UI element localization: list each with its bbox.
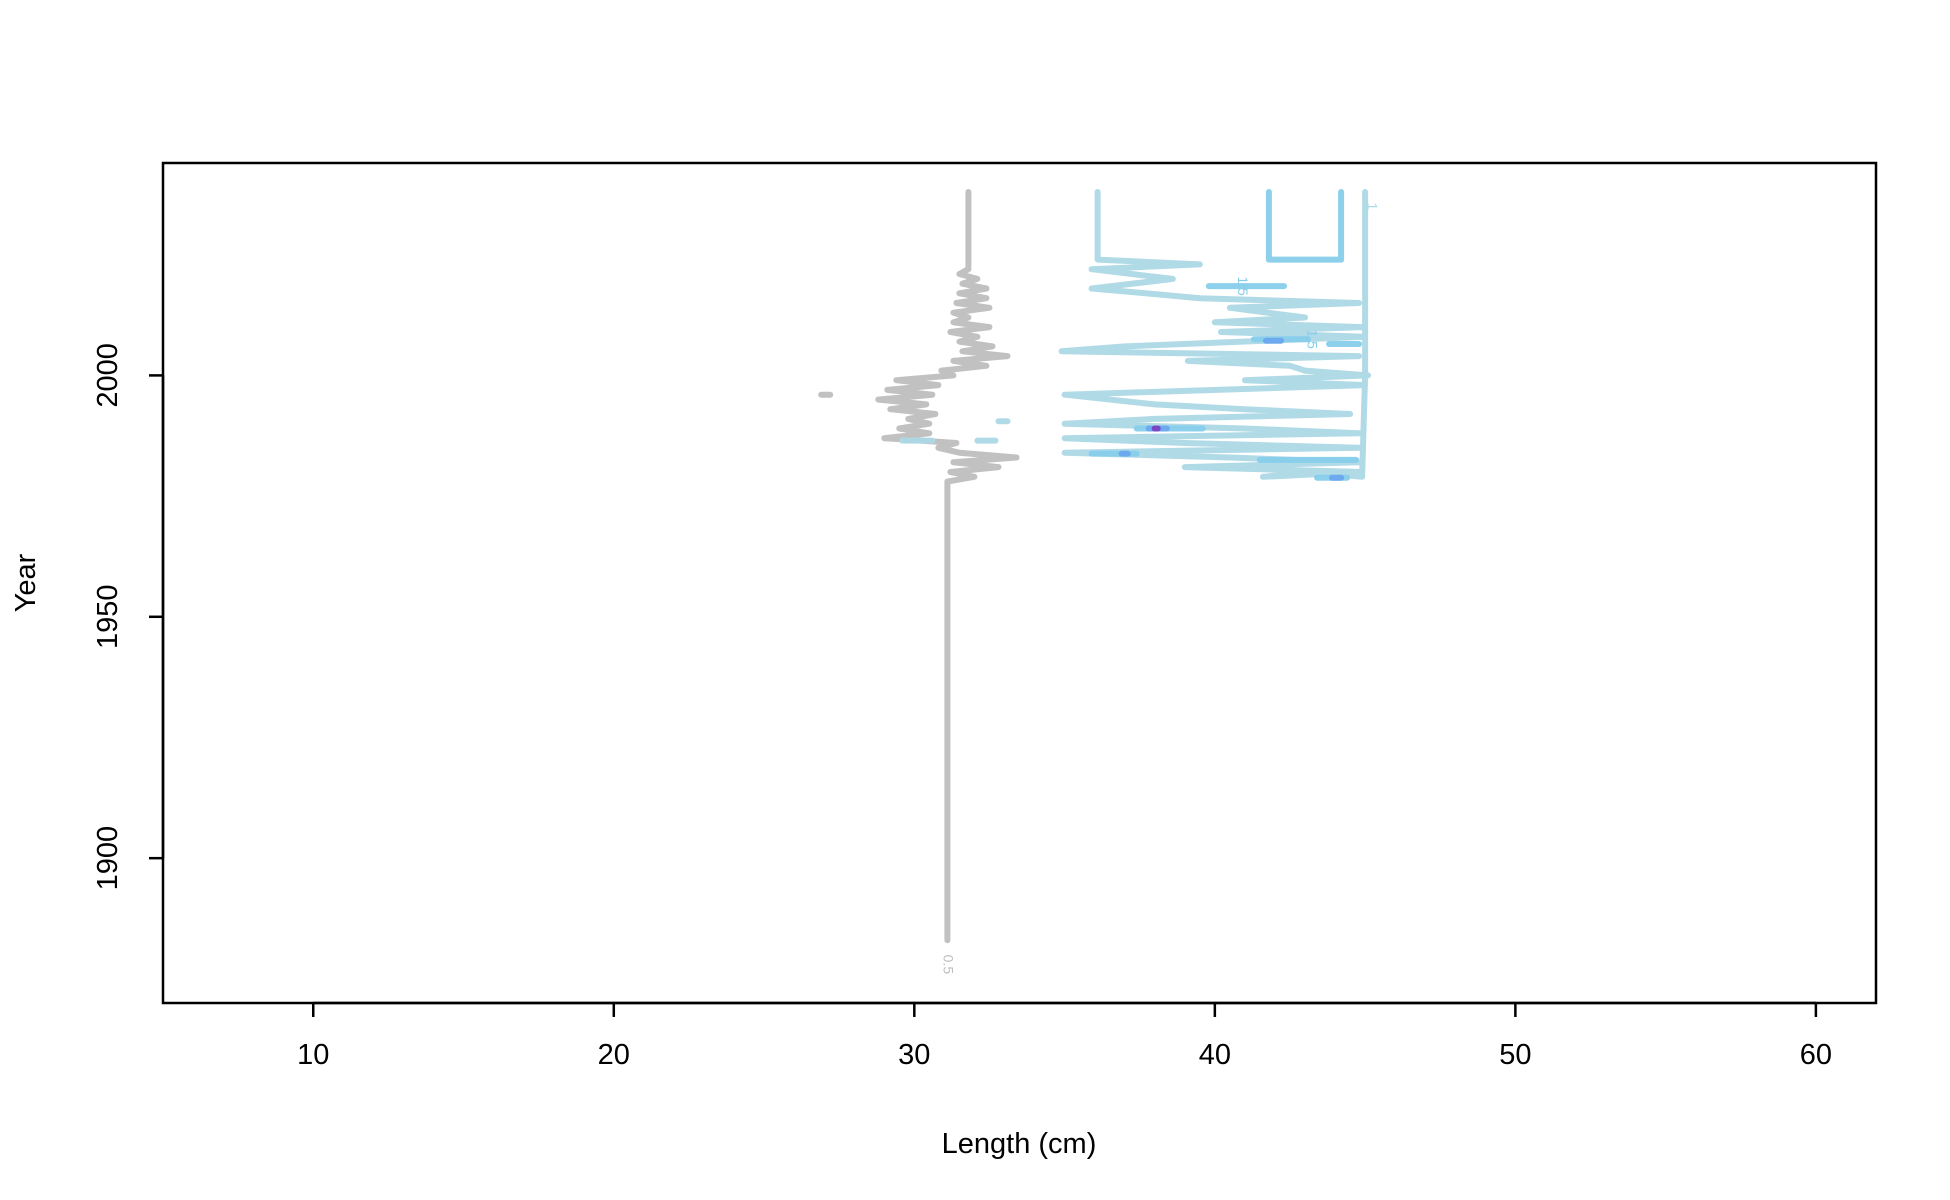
contour-lines — [818, 189, 1372, 944]
contour-labels: 0.5 1 1.5 1.5 — [941, 203, 1381, 975]
x-tick-label: 40 — [1199, 1039, 1231, 1071]
x-axis: 10 20 30 40 50 60 — [297, 1001, 1832, 1071]
contour-line — [875, 189, 1020, 944]
y-tick-label: 2000 — [92, 343, 124, 408]
x-tick-label: 60 — [1800, 1039, 1832, 1071]
y-tick-label: 1900 — [92, 826, 124, 891]
x-axis-title: Length (cm) — [942, 1128, 1097, 1160]
y-axis-title: Year — [10, 553, 42, 612]
contour-label: 1.5 — [1304, 329, 1320, 349]
y-tick-label: 1950 — [92, 585, 124, 650]
contour-line — [1265, 189, 1345, 263]
x-tick-label: 10 — [297, 1039, 329, 1071]
contour-label: 0.5 — [941, 955, 957, 975]
contour-line — [1058, 189, 1372, 480]
x-tick-label: 30 — [898, 1039, 930, 1071]
x-tick-label: 20 — [598, 1039, 630, 1071]
contour-label: 1.5 — [1235, 276, 1251, 296]
contour-label: 1 — [1364, 203, 1380, 211]
x-tick-label: 50 — [1499, 1039, 1531, 1071]
y-axis: 1900 1950 2000 — [92, 343, 165, 891]
